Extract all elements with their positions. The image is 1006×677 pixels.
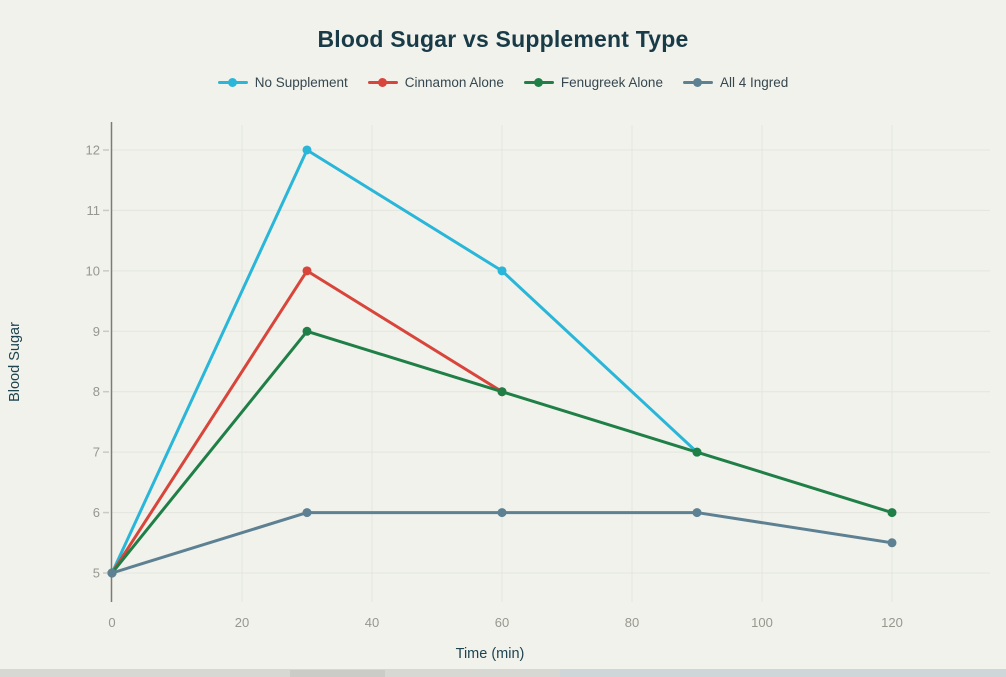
- x-tick-label: 100: [751, 615, 773, 630]
- y-tick-label: 12: [86, 142, 100, 157]
- legend-marker-icon: [682, 78, 713, 87]
- legend-label: Cinnamon Alone: [404, 75, 504, 90]
- y-tick-label: 5: [93, 566, 100, 581]
- data-point[interactable]: [887, 538, 897, 548]
- series-line: [110, 269, 504, 575]
- series-line: [110, 148, 699, 575]
- data-point[interactable]: [887, 508, 897, 518]
- chart-legend: No Supplement Cinnamon Alone Fenugreek Alo…: [0, 75, 1006, 90]
- y-tick-label: 8: [93, 384, 100, 399]
- x-tick-label: 80: [625, 615, 639, 630]
- data-point[interactable]: [692, 447, 702, 457]
- y-axis-title: Blood Sugar: [7, 322, 23, 402]
- legend-marker-icon: [217, 78, 248, 87]
- data-point[interactable]: [497, 387, 507, 397]
- x-tick-label: 0: [108, 615, 115, 630]
- data-point[interactable]: [302, 508, 312, 518]
- x-tick-label: 60: [495, 615, 509, 630]
- x-tick-label: 20: [235, 615, 249, 630]
- data-point[interactable]: [107, 568, 117, 578]
- x-axis-title: Time (min): [455, 646, 525, 662]
- chart-title: Blood Sugar vs Supplement Type: [317, 26, 689, 52]
- x-tick-label: 40: [365, 615, 379, 630]
- y-tick-label: 9: [93, 324, 100, 339]
- legend-label: All 4 Ingred: [719, 75, 789, 90]
- legend-marker-icon: [523, 78, 554, 87]
- data-point[interactable]: [302, 266, 312, 276]
- y-tick-label: 11: [87, 203, 101, 218]
- legend-item-1[interactable]: Cinnamon Alone: [367, 75, 504, 90]
- x-tick-label: 120: [881, 615, 903, 630]
- legend-label: No Supplement: [254, 75, 348, 90]
- data-point[interactable]: [302, 145, 312, 155]
- bottom-edge-bar: [0, 669, 1006, 677]
- data-point[interactable]: [692, 508, 702, 518]
- y-tick-label: 7: [93, 445, 100, 460]
- legend-item-0[interactable]: No Supplement: [217, 75, 348, 90]
- data-point[interactable]: [302, 326, 312, 336]
- legend-item-3[interactable]: All 4 Ingred: [682, 75, 789, 90]
- legend-label: Fenugreek Alone: [560, 75, 663, 90]
- data-point[interactable]: [497, 508, 507, 518]
- legend-marker-icon: [367, 78, 398, 87]
- y-tick-label: 10: [86, 263, 100, 278]
- legend-item-2[interactable]: Fenugreek Alone: [523, 75, 663, 90]
- data-point[interactable]: [497, 266, 507, 276]
- horizontal-scrollbar-thumb[interactable]: [290, 670, 385, 677]
- bottom-edge-bar-right: [560, 669, 1006, 677]
- y-tick-label: 6: [93, 505, 100, 520]
